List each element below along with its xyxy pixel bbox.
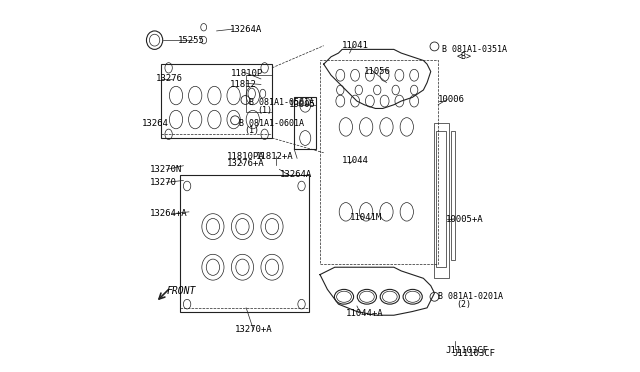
- Bar: [180, 175, 309, 311]
- Text: 11810PA: 11810PA: [227, 152, 264, 161]
- Bar: [451, 131, 455, 260]
- Text: B 081A1-0501A: B 081A1-0501A: [249, 99, 314, 108]
- Text: 13270N: 13270N: [150, 165, 182, 174]
- Text: 11812: 11812: [230, 80, 257, 89]
- Bar: [294, 97, 316, 149]
- Bar: [161, 64, 272, 138]
- Text: 11041: 11041: [342, 41, 369, 50]
- Text: 13276: 13276: [156, 74, 182, 83]
- Bar: [320, 61, 438, 263]
- Text: 10006: 10006: [437, 95, 464, 104]
- Text: 11812+A: 11812+A: [255, 152, 293, 161]
- Text: 11044: 11044: [341, 155, 368, 165]
- Text: J11103CF: J11103CF: [453, 350, 496, 359]
- Text: B 081A1-0601A: B 081A1-0601A: [239, 119, 304, 128]
- Text: 13264+A: 13264+A: [150, 209, 188, 218]
- Text: 11044+A: 11044+A: [346, 309, 383, 318]
- Text: (1): (1): [244, 126, 259, 135]
- Bar: [246, 75, 272, 112]
- Text: J11103CF: J11103CF: [445, 346, 488, 355]
- Text: 11810P: 11810P: [230, 69, 263, 78]
- Text: B 081A1-0201A: B 081A1-0201A: [438, 292, 503, 301]
- Text: 10005: 10005: [289, 100, 316, 109]
- Text: (1): (1): [257, 106, 272, 115]
- Text: (2): (2): [456, 300, 471, 309]
- Text: 13270+A: 13270+A: [235, 326, 273, 334]
- Text: 13276+A: 13276+A: [227, 159, 264, 169]
- Text: 13264: 13264: [142, 119, 169, 128]
- Text: 10005+A: 10005+A: [445, 215, 483, 224]
- Bar: [436, 131, 445, 267]
- Text: 11041M: 11041M: [349, 213, 382, 222]
- Text: FRONT: FRONT: [167, 286, 196, 296]
- Bar: [435, 123, 449, 278]
- Text: 15255: 15255: [178, 36, 205, 45]
- Text: <B>: <B>: [456, 52, 472, 61]
- Text: B 081A1-0351A: B 081A1-0351A: [442, 45, 507, 54]
- Text: 13264A: 13264A: [280, 170, 312, 179]
- Text: 13264A: 13264A: [230, 25, 262, 33]
- Text: 13270: 13270: [149, 178, 176, 187]
- Text: 11056: 11056: [364, 67, 391, 76]
